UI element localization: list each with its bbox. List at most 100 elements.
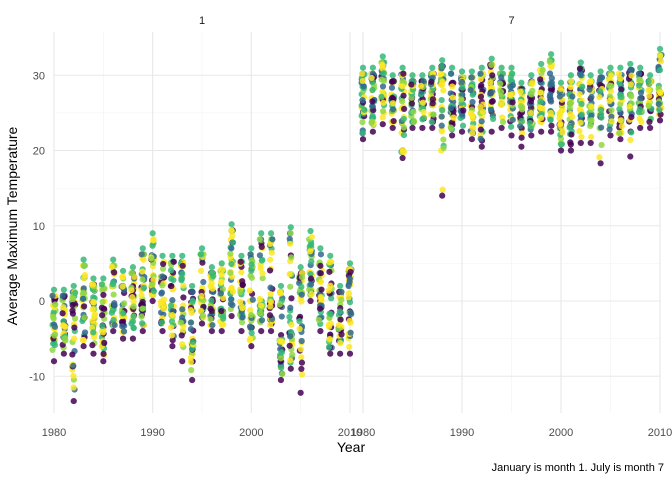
data-point bbox=[81, 329, 89, 336]
data-point bbox=[325, 287, 332, 294]
data-point bbox=[149, 297, 156, 305]
data-point bbox=[178, 275, 185, 282]
data-point bbox=[637, 89, 645, 96]
data-point bbox=[400, 124, 407, 131]
data-point bbox=[100, 291, 107, 299]
data-point bbox=[439, 78, 446, 85]
data-point bbox=[548, 75, 555, 82]
data-point bbox=[447, 124, 454, 131]
x-tick-label: 1990 bbox=[140, 427, 164, 439]
data-point bbox=[307, 281, 315, 288]
data-point bbox=[368, 74, 375, 82]
data-point bbox=[51, 323, 59, 330]
data-point bbox=[328, 295, 335, 302]
data-point bbox=[99, 312, 106, 319]
data-point bbox=[69, 351, 76, 358]
data-point bbox=[159, 252, 166, 259]
data-point bbox=[568, 131, 575, 138]
data-point bbox=[507, 73, 515, 80]
data-point bbox=[177, 319, 184, 326]
data-point bbox=[187, 326, 195, 333]
data-point bbox=[327, 320, 334, 327]
data-point bbox=[308, 290, 315, 298]
data-point bbox=[327, 252, 334, 259]
data-point bbox=[99, 298, 106, 306]
data-point bbox=[578, 133, 585, 141]
data-point bbox=[119, 323, 126, 330]
data-point bbox=[429, 124, 436, 132]
data-point bbox=[90, 350, 97, 357]
data-point bbox=[617, 136, 624, 143]
data-point bbox=[449, 83, 456, 90]
data-point bbox=[508, 64, 515, 71]
data-point bbox=[458, 128, 466, 135]
data-point bbox=[278, 364, 285, 371]
data-point bbox=[298, 354, 305, 361]
data-point bbox=[597, 160, 604, 167]
data-point bbox=[307, 227, 314, 235]
data-point bbox=[439, 107, 446, 114]
data-point bbox=[489, 72, 496, 79]
data-point bbox=[536, 104, 543, 111]
data-point bbox=[71, 335, 78, 342]
data-point bbox=[229, 288, 237, 295]
data-point bbox=[460, 107, 467, 114]
data-point bbox=[61, 335, 69, 342]
data-point bbox=[160, 260, 167, 268]
data-point bbox=[346, 317, 353, 325]
data-point bbox=[220, 313, 227, 320]
data-point bbox=[60, 350, 67, 357]
data-point bbox=[159, 328, 166, 335]
data-point bbox=[238, 319, 246, 326]
data-point bbox=[278, 349, 285, 356]
data-point bbox=[400, 105, 408, 113]
data-point bbox=[71, 315, 79, 322]
data-point bbox=[80, 275, 88, 282]
data-point bbox=[267, 328, 275, 335]
data-point bbox=[110, 279, 117, 286]
data-point bbox=[139, 268, 146, 275]
data-point bbox=[346, 343, 353, 351]
data-point bbox=[379, 121, 386, 128]
data-point bbox=[568, 99, 575, 106]
data-point bbox=[128, 320, 135, 327]
data-point bbox=[488, 128, 495, 135]
data-point bbox=[627, 136, 634, 144]
data-point bbox=[488, 61, 495, 68]
data-point bbox=[359, 136, 367, 143]
data-point bbox=[547, 98, 555, 105]
data-point bbox=[338, 288, 345, 296]
data-point bbox=[109, 307, 116, 314]
data-point bbox=[449, 132, 456, 139]
data-point bbox=[588, 112, 595, 119]
data-point bbox=[238, 328, 245, 335]
data-point bbox=[218, 278, 225, 286]
data-point bbox=[380, 77, 388, 84]
data-point bbox=[139, 276, 146, 283]
data-point bbox=[438, 113, 445, 120]
data-point bbox=[400, 92, 407, 99]
data-point bbox=[158, 319, 165, 326]
data-point bbox=[220, 321, 227, 328]
data-point bbox=[636, 82, 643, 89]
data-point bbox=[390, 78, 397, 85]
data-point bbox=[297, 346, 305, 353]
data-point bbox=[326, 335, 333, 343]
data-point bbox=[477, 75, 484, 83]
data-point bbox=[80, 343, 87, 350]
x-tick-label: 1990 bbox=[450, 427, 474, 439]
data-point bbox=[410, 118, 418, 126]
data-point bbox=[170, 258, 177, 265]
data-point bbox=[389, 106, 397, 113]
data-point bbox=[298, 337, 305, 345]
data-point bbox=[468, 74, 475, 81]
data-point bbox=[587, 72, 594, 79]
data-point bbox=[179, 341, 186, 348]
data-point bbox=[337, 282, 344, 290]
data-point bbox=[458, 68, 466, 75]
data-point bbox=[298, 291, 305, 298]
data-point bbox=[317, 328, 324, 335]
data-point bbox=[587, 139, 594, 147]
data-point bbox=[238, 252, 245, 259]
